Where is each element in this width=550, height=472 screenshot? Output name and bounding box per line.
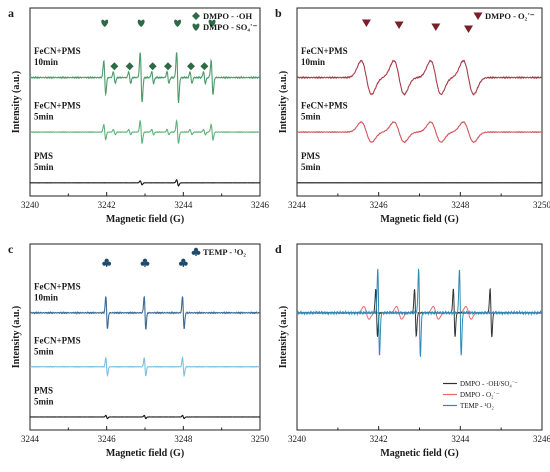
x-tick-label: 3250 <box>251 434 270 444</box>
x-tick-label: 3240 <box>21 200 40 210</box>
panel-label: c <box>8 242 14 256</box>
x-tick-label: 3240 <box>288 434 307 444</box>
trace-label: 10min <box>34 292 58 302</box>
trace-label: FeCN+PMS <box>34 100 81 110</box>
heart-marker <box>208 19 216 28</box>
club-marker <box>178 258 188 267</box>
trace-label: 5min <box>34 162 54 172</box>
trace-0 <box>29 295 261 330</box>
trace-label: PMS <box>301 151 320 161</box>
legend-label: DMPO - ·OH <box>203 11 252 21</box>
trace-label: 10min <box>301 57 325 67</box>
trace-label: PMS <box>34 151 53 161</box>
legend-label: DMPO - O₂˙⁻ <box>485 11 535 21</box>
trace-0 <box>296 59 543 96</box>
x-axis-label: Magnetic field (G) <box>106 214 184 225</box>
legend-label: DMPO - ·OH/SO₄˙⁻ <box>460 380 518 388</box>
trace-label: 5min <box>34 346 54 356</box>
legend-marker <box>192 23 200 31</box>
triangle-marker <box>464 25 473 34</box>
legend-marker <box>473 12 483 20</box>
panel-d: d Intensity (a.u.) 3240 3242 3244 3246 Magneti… <box>275 242 550 459</box>
trace-label: FeCN+PMS <box>34 335 81 345</box>
heart-marker <box>137 19 145 28</box>
diamond-marker <box>125 62 134 71</box>
trace-label: FeCN+PMS <box>301 46 348 56</box>
diamond-marker <box>187 62 195 71</box>
x-tick-label: 3246 <box>370 200 389 210</box>
x-tick-label: 3244 <box>451 434 470 444</box>
trace-2 <box>29 179 261 187</box>
trace-1 <box>296 121 543 144</box>
panel-label: a <box>8 6 14 20</box>
diamond-marker <box>200 62 209 71</box>
legend-marker <box>192 12 200 20</box>
x-axis-label: Magnetic field (G) <box>106 448 184 459</box>
diamond-marker <box>148 62 157 71</box>
legend-label: DMPO - O₂˙⁻ <box>460 391 500 399</box>
y-axis-label: Intensity (a.u.) <box>278 306 289 369</box>
x-tick-label: 3246 <box>98 434 117 444</box>
trace-2 <box>29 414 261 420</box>
x-tick-label: 3244 <box>174 200 193 210</box>
panel-b: b Intensity (a.u.) 3244 3246 3248 3250 Magneti… <box>275 6 550 225</box>
x-axis-label: Magnetic field (G) <box>380 448 458 459</box>
triangle-marker <box>431 23 441 32</box>
panel-label: d <box>275 242 282 256</box>
triangle-marker <box>394 21 404 30</box>
heart-marker <box>174 19 182 28</box>
legend-label: TEMP - ¹O₂ <box>203 247 246 257</box>
trace-label: 10min <box>34 57 58 67</box>
trace-label: 5min <box>301 162 321 172</box>
trace-label: 5min <box>34 397 54 407</box>
legend-marker <box>191 247 201 256</box>
x-tick-label: 3242 <box>98 200 116 210</box>
trace-label: FeCN+PMS <box>301 100 348 110</box>
y-axis-label: Intensity (a.u.) <box>11 306 22 369</box>
panel-label: b <box>275 6 282 20</box>
trace-label: 5min <box>34 111 54 121</box>
x-tick-label: 3248 <box>451 200 470 210</box>
trace-label: FeCN+PMS <box>34 46 81 56</box>
x-tick-label: 3246 <box>251 200 270 210</box>
legend-label: TEMP - ¹O₂ <box>460 402 494 410</box>
heart-marker <box>101 19 109 28</box>
trace-label: 5min <box>301 111 321 121</box>
x-tick-label: 3250 <box>533 200 550 210</box>
overlay-trace-2 <box>296 268 543 357</box>
trace-label: FeCN+PMS <box>34 281 81 291</box>
x-axis-label: Magnetic field (G) <box>380 214 458 225</box>
x-tick-label: 3242 <box>370 434 388 444</box>
panel-c: c Intensity (a.u.) 3244 3246 3248 3250 Magneti… <box>8 242 270 459</box>
trace-1 <box>29 355 261 378</box>
y-axis-label: Intensity (a.u.) <box>11 71 22 134</box>
x-tick-label: 3244 <box>288 200 307 210</box>
trace-0 <box>29 52 261 103</box>
trace-1 <box>29 119 261 145</box>
club-marker <box>140 258 150 267</box>
club-marker <box>102 258 112 267</box>
x-tick-label: 3244 <box>21 434 40 444</box>
panel-a: a Intensity (a.u.) 3240 3242 3244 3246 Magneti… <box>8 6 270 225</box>
diamond-marker <box>110 62 119 71</box>
diamond-marker <box>164 62 172 71</box>
x-tick-label: 3248 <box>174 434 193 444</box>
trace-label: PMS <box>34 386 53 396</box>
triangle-marker <box>361 19 371 28</box>
y-axis-label: Intensity (a.u.) <box>278 71 289 134</box>
legend-label: DMPO - SO₄˙⁻ <box>203 22 258 32</box>
x-tick-label: 3246 <box>533 434 550 444</box>
